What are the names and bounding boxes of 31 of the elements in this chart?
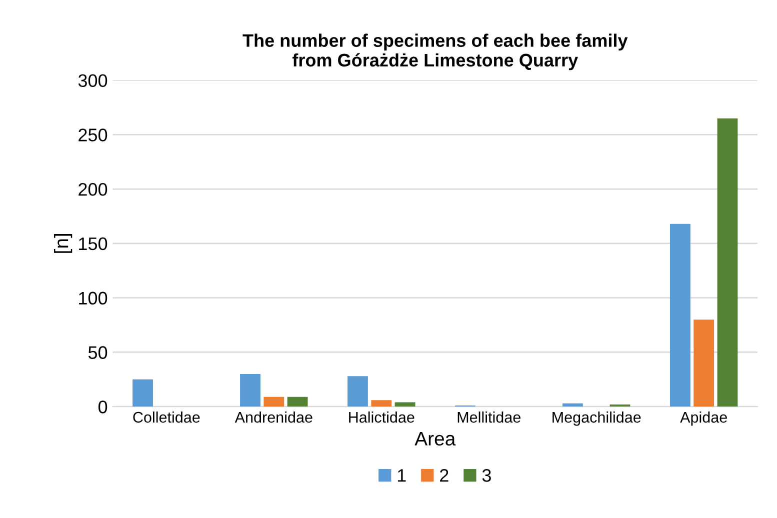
y-tick-label: 100 xyxy=(79,292,108,305)
bar xyxy=(371,400,392,407)
legend-label: 2 xyxy=(440,469,448,482)
bar xyxy=(264,396,284,407)
x-tick-label: Colletidae xyxy=(133,411,200,423)
bar xyxy=(610,404,630,407)
y-tick-label: 200 xyxy=(78,183,108,196)
bar xyxy=(394,402,416,407)
bar xyxy=(287,396,308,407)
bar xyxy=(240,374,260,407)
y-axis-title: [n] xyxy=(54,234,72,253)
y-tick-label: 150 xyxy=(79,237,108,250)
bar xyxy=(694,320,714,407)
legend-label: 3 xyxy=(482,469,491,482)
y-tick-label: 250 xyxy=(78,128,108,142)
y-tick-label: 0 xyxy=(98,400,108,414)
bar xyxy=(717,118,738,407)
y-tick-label: 300 xyxy=(78,74,108,88)
legend-label: 1 xyxy=(398,469,406,482)
bar xyxy=(562,403,583,407)
bar xyxy=(132,379,153,407)
x-tick-label: Andrenidae xyxy=(234,411,312,423)
x-axis-title: Area xyxy=(414,432,456,446)
x-tick-label: Apidae xyxy=(680,411,727,426)
x-tick-label: Mellitidae xyxy=(458,411,520,423)
chart-title: The number of specimens of each bee family from Górażdże Limestone Quarry xyxy=(242,34,628,70)
bar xyxy=(348,376,368,407)
bar xyxy=(670,224,690,407)
y-tick-label: 50 xyxy=(88,346,108,359)
x-tick-label: Megachilidae xyxy=(552,411,641,426)
x-tick-label: Halictidae xyxy=(349,411,414,423)
